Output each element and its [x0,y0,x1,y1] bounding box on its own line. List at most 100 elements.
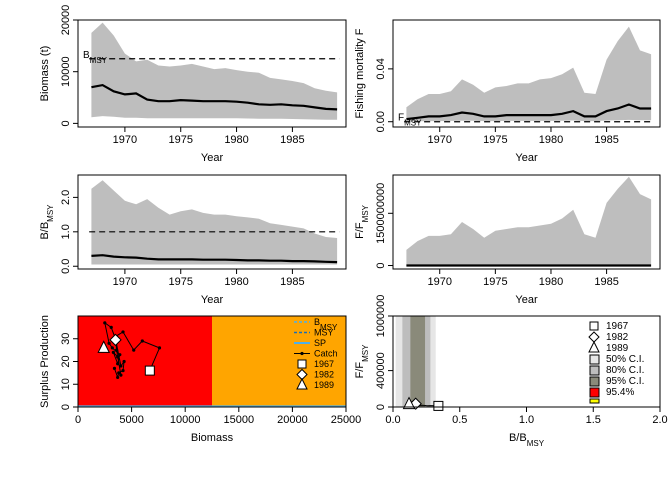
catch-point [121,330,125,334]
y-axis-label: F/FMSY [354,204,370,239]
legend-label: BMSY [314,317,338,332]
x-tick-label: 1975 [483,276,507,288]
legend-item: Catch [294,349,338,359]
catch-point [140,339,144,343]
legend-label: SP [314,338,326,348]
catch-point [110,346,114,350]
estimate-line [406,103,652,121]
catch-point [116,375,120,380]
legend-swatch [296,377,308,390]
x-tick-label: 10000 [170,414,201,426]
y-tick-label: 20 [60,355,72,367]
x-tick-label: 1985 [594,276,618,288]
x-tick-label: 1970 [427,134,451,146]
catch-point [111,350,115,354]
x-tick-label: 1985 [280,276,304,288]
y-tick-label: 10000 [60,56,72,87]
y-tick-label: 1500000000 [375,183,387,244]
y-axis-label: Surplus Production [39,315,51,408]
legend-item: SP [294,338,326,348]
reference-label: FMSY [398,113,422,128]
legend-item: MSY [294,328,334,338]
legend-label: 1982 [314,370,334,380]
x-tick-label: 1975 [483,134,507,146]
legend-label: 50% C.I. [606,354,644,365]
legend-item: BMSY [294,317,338,332]
plot-frame [77,174,347,270]
catch-point [117,371,121,375]
y-tick-label: 0.00 [375,111,387,132]
x-tick-label: 25000 [331,414,362,426]
ci-polygon [406,176,652,266]
legend-label: 95% C.I. [606,376,644,387]
legend-item: 95% C.I. [589,376,644,387]
x-tick-label: 1970 [427,276,451,288]
x-tick-label: 15000 [224,414,255,426]
catch-point [116,362,120,366]
marker-1989 [402,396,416,410]
ci-band-2 [410,316,426,407]
region-1 [212,316,346,407]
y-axis-label: B/BMSY [39,204,55,240]
reference-label: BMSY [83,50,108,64]
x-tick-label: 1985 [594,134,618,146]
legend-swatch [588,340,600,353]
catch-point [122,359,126,364]
y-tick-label: 10 [60,378,72,390]
catch-point [132,348,136,352]
catch-point [107,341,111,345]
legend-item: 50% C.I. [589,354,644,365]
marker-1989 [97,340,111,353]
catch-point [116,355,120,359]
x-axis-label: Biomass [191,432,234,444]
legend-item: 1989 [296,377,334,390]
ci-polygon [91,22,338,120]
legend-swatch [589,365,600,376]
legend-label: 1989 [606,343,629,354]
x-tick-label: 2.0 [652,414,667,426]
x-tick-label: 1.5 [586,414,601,426]
panel-p6: 0.0 0.5 1.0 1.5 2.0 0 400000 1000000 B/BMSY F/FMS… [354,295,668,448]
ci-polygon [91,180,338,265]
panel-p1: BMSY 1970 1975 1980 1985 0 10000 20000 Year Bioma… [39,5,347,164]
x-tick-label: 0.5 [452,414,467,426]
legend-item: 1967 [589,321,629,332]
y-tick-label: 0 [60,404,72,410]
plot-frame [392,174,661,270]
x-tick-label: 1.0 [519,414,534,426]
legend-swatch [589,321,599,331]
marker-1967 [433,400,444,411]
x-axis-label: Year [515,294,538,306]
x-tick-label: 0 [75,414,81,426]
y-tick-label: 400000 [375,352,387,389]
legend-item: 1982 [588,331,629,343]
x-axis-label: Year [201,152,224,164]
legend-item: 95.4% [589,387,634,398]
marker-1967 [144,365,155,376]
legend-swatch-partial [589,398,600,404]
x-tick-label: 1980 [224,276,248,288]
panel-p5: 0 5000 10000 15000 20000 25000 0 10 20 30 Biomass S… [39,315,361,444]
catch-point [157,346,162,350]
x-tick-label: 1975 [168,276,192,288]
legend-item: 1989 [588,340,629,354]
legend-label: 1967 [314,359,334,369]
legend-label: 1967 [606,321,629,332]
y-tick-label: 0.04 [375,58,387,79]
legend-label: 95.4% [606,387,634,398]
y-axis-label: Fishing mortality F [354,28,366,118]
x-tick-label: 1980 [539,134,563,146]
y-tick-label: 30 [60,333,72,345]
x-axis-label: B/BMSY [509,432,545,448]
x-tick-label: 20000 [277,414,308,426]
panel-p2: FMSY 1970 1975 1980 1985 0.00 0.04 Year Fishing … [354,19,661,164]
y-tick-label: 0.0 [60,259,72,274]
y-axis-label: Biomass (t) [39,46,51,102]
catch-point [121,369,125,373]
legend-label: Catch [314,349,338,359]
marker-1982 [109,333,122,347]
panel-p4: 1970 1975 1980 1985 0 1500000000 Year F/FMSY [354,174,661,306]
y-tick-label: 20000 [60,5,72,36]
legend-label: 1982 [606,332,629,343]
